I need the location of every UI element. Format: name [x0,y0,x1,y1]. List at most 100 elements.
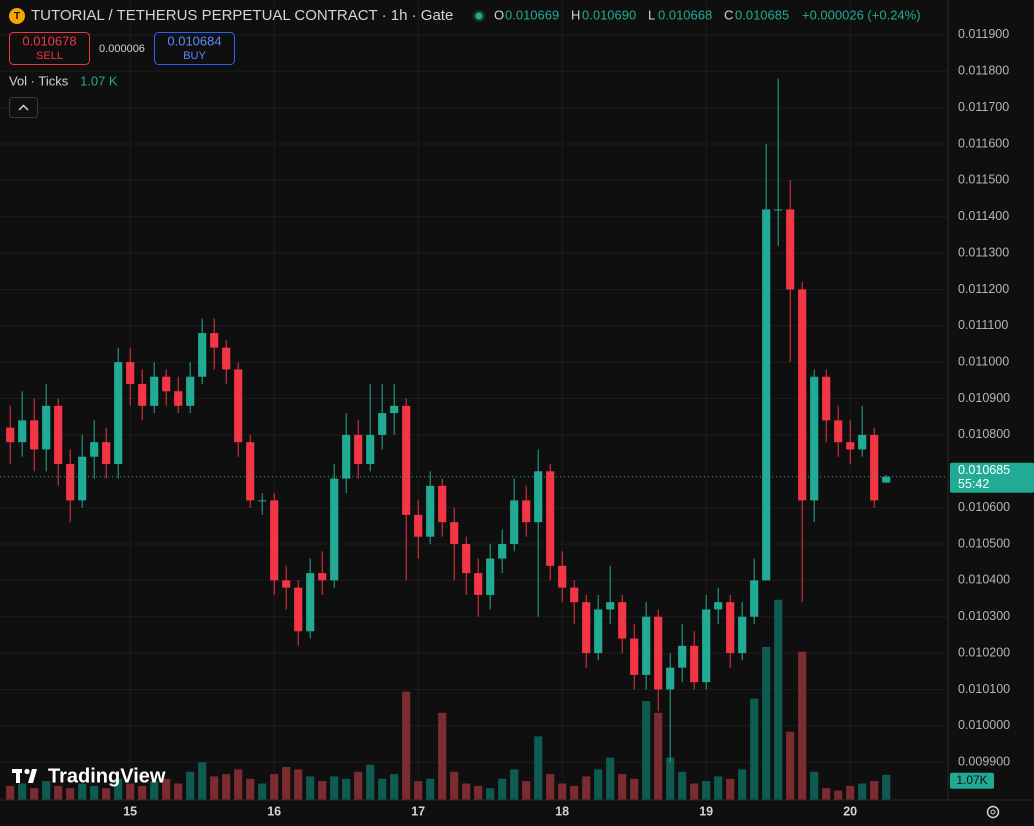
candle-body [654,616,663,690]
volume-bar [438,712,447,800]
volume-bar [186,771,195,800]
candle-body [678,645,687,668]
y-tick-label: 0.010900 [958,391,1010,405]
volume-bar [426,778,435,800]
candle-body [54,405,63,464]
ohlc-value: 0.010685 [735,7,789,22]
x-tick-label: 15 [123,804,137,818]
y-tick-label: 0.011400 [958,209,1009,223]
buy-button[interactable] [154,32,235,65]
volume-bar [66,788,75,800]
volume-bar [570,785,579,800]
volume-bar [342,778,351,800]
logo-mark [24,768,30,775]
y-tick-label: 0.011800 [958,64,1009,78]
volume-bar [6,785,15,800]
last-price-value: 0.010685 [958,463,1010,477]
y-tick-label: 0.011100 [958,318,1008,332]
candle-body [630,638,639,675]
sell-button[interactable] [9,32,90,65]
volume-bar [162,778,171,800]
volume-bar [282,767,291,800]
candle-body [282,580,291,588]
collapse-button[interactable] [9,97,38,118]
y-tick-label: 0.011000 [958,354,1009,368]
candle-body [126,362,135,384]
logo-text: TradingView [48,765,166,787]
volume-bar [510,769,519,800]
candle-body [474,573,483,595]
volume-bar [78,783,87,800]
candle-body [426,485,435,537]
axes: 0.011900 0.011800 0.011700 0.011600 0.011500… [123,27,1010,818]
candle-body [642,616,651,675]
candle-body [66,464,75,501]
volume-bar [714,776,723,800]
x-tick-label: 18 [555,804,569,818]
candle-body [30,420,39,450]
volume-bar [882,774,891,800]
candle-body [330,478,339,581]
candle-body [582,602,591,654]
candle-body [390,405,399,414]
y-tick-label: 0.010100 [958,682,1010,696]
volume-bar [318,781,327,800]
candle-body [774,209,783,211]
candle-body [246,442,255,501]
logo-mark [28,769,37,783]
y-tick-label: 0.011900 [958,27,1009,41]
candle-body [210,333,219,348]
candle-body [6,427,15,443]
candle-body [666,667,675,690]
y-tick-label: 0.010300 [958,609,1010,623]
y-tick-label: 0.011200 [958,282,1009,296]
x-tick-label: 20 [843,804,857,818]
candle-body [198,333,207,377]
candle-body [750,580,759,617]
candle-body [342,434,351,479]
volume-bar [654,712,663,800]
volume-bar [330,776,339,800]
ohlc-value: 0.010668 [658,7,712,22]
sell-price: 0.010678 [22,33,76,48]
ohlc-label: L [648,7,655,22]
y-tick-label: 0.010800 [958,427,1010,441]
volume-tag-text: 1.07K [956,773,987,787]
candle-body [222,347,231,370]
volume-bar [138,785,147,800]
volume-bar [210,776,219,800]
symbol-logo-letter: T [14,11,20,22]
volume-bar [306,776,315,800]
volume-layer [6,599,891,800]
volume-bar [786,731,795,800]
x-tick-label: 16 [267,804,281,818]
candle-body [174,391,183,406]
settings-icon-center [990,809,996,815]
ohlc-label: H [571,7,580,22]
x-tick-label: 19 [699,804,713,818]
countdown: 55:42 [958,477,989,491]
volume-bar [174,783,183,800]
volume-bar [378,778,387,800]
volume-tag [950,772,994,789]
candle-body [438,485,447,523]
volume-bar [30,788,39,800]
volume-bar [858,783,867,800]
volume-bar [774,599,783,800]
change: +0.000026 (+0.24%) [802,7,921,22]
candle-body [726,602,735,654]
candle-body [594,609,603,654]
volume-bar [738,769,747,800]
candle-body [150,376,159,406]
candle-body [402,405,411,515]
settings-icon[interactable] [986,805,1000,819]
volume-bar [54,785,63,800]
candle-body [834,420,843,443]
candle-body [546,471,555,566]
volume-bar [534,736,543,800]
volume-bar [678,771,687,800]
volume-bar [618,774,627,800]
volume-bar [462,783,471,800]
volume-value: 1.07 K [80,73,118,88]
